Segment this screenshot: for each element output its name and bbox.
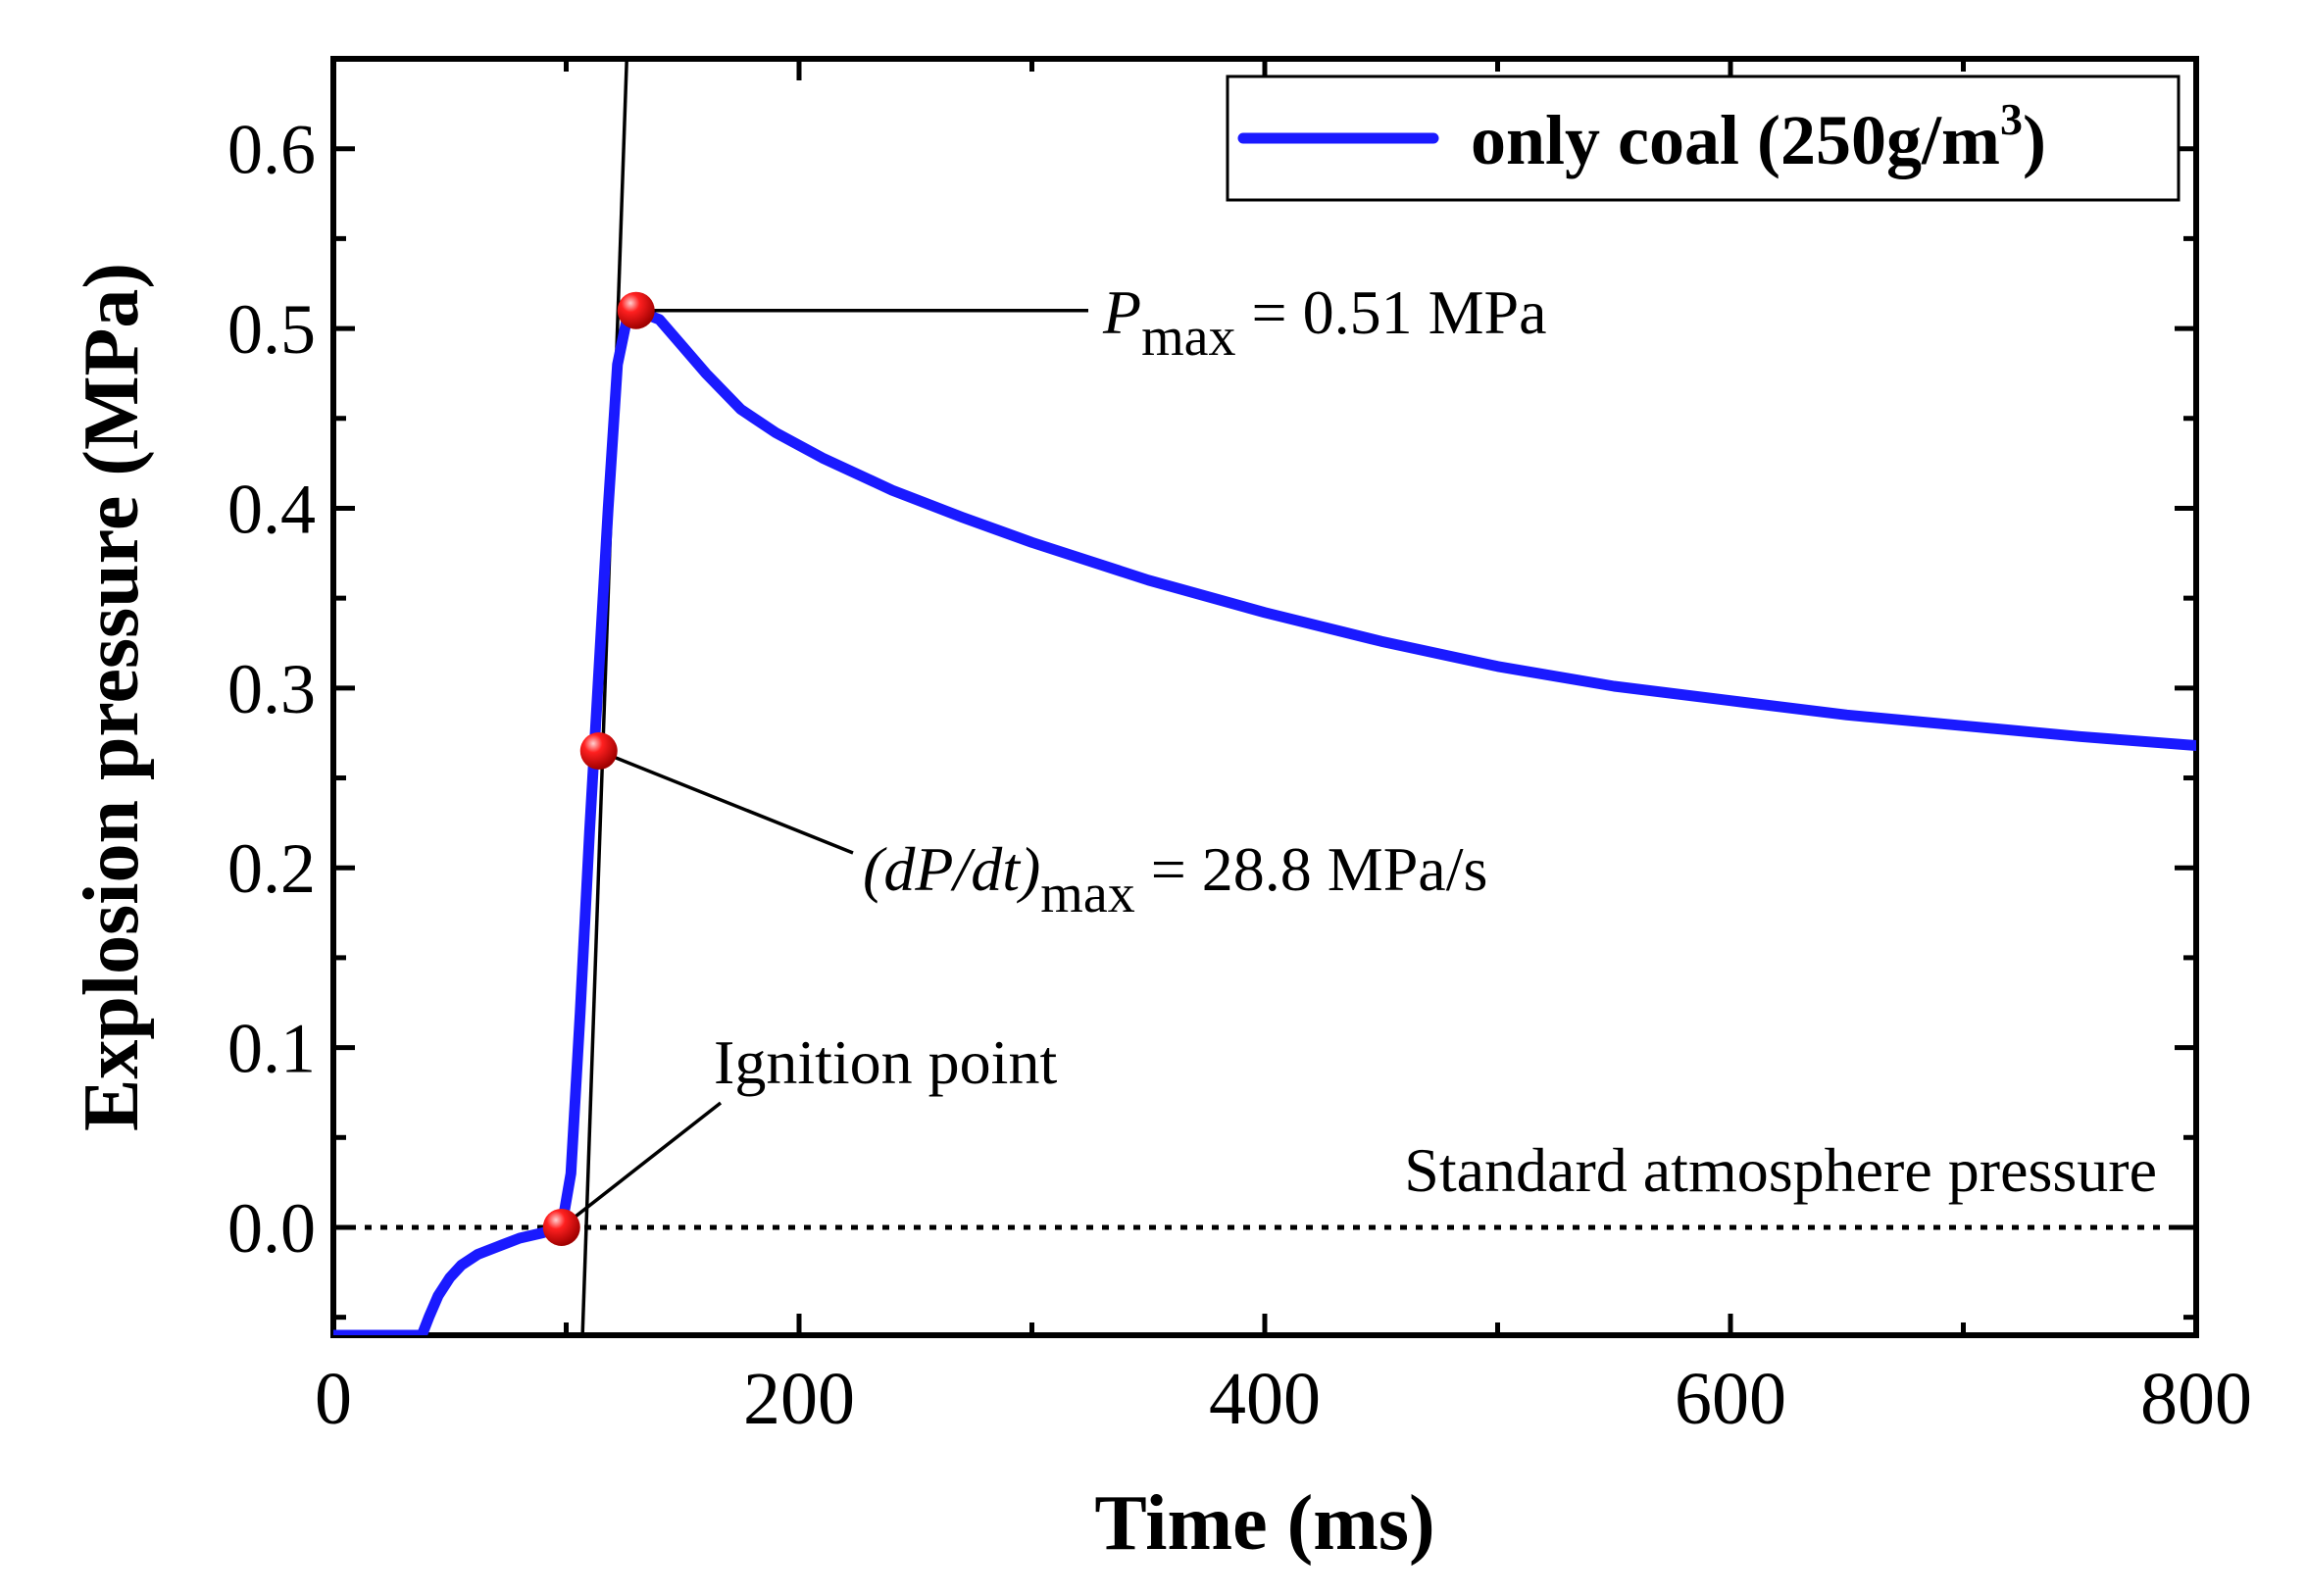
legend: only coal (250g/m3) xyxy=(1226,75,2181,202)
y-tick-label: 0.2 xyxy=(227,829,316,908)
y-tick-label: 0.3 xyxy=(227,650,316,728)
dpdt-max-marker xyxy=(579,732,618,771)
pmax-annotation: Pmax = 0.51 MPa xyxy=(1102,277,1547,368)
max-slope-tangent-line xyxy=(580,59,628,1335)
x-tick-label: 600 xyxy=(1675,1358,1786,1440)
pmax-sub: max xyxy=(1141,307,1235,368)
y-axis-ticks xyxy=(333,56,2196,1321)
x-tick-label: 200 xyxy=(743,1358,855,1440)
y-tick-label: 0.0 xyxy=(227,1189,316,1268)
pmax-symbol: P xyxy=(1102,277,1141,347)
atmosphere-annotation: Standard atmosphere pressure xyxy=(1404,1135,2157,1205)
ignition-leader-line xyxy=(560,1101,723,1229)
y-tick-labels: 0.0 0.1 0.2 0.3 0.4 0.5 0.6 xyxy=(227,111,316,1268)
dpdt-sub: max xyxy=(1040,864,1134,924)
pmax-marker xyxy=(617,291,655,329)
legend-label-sup: 3 xyxy=(2000,94,2023,144)
x-tick-label: 400 xyxy=(1209,1358,1321,1440)
dpdt-annotation: (dP/dt)max = 28.8 MPa/s xyxy=(863,834,1487,924)
y-tick-label: 0.6 xyxy=(227,111,316,189)
legend-label-end: ) xyxy=(2023,101,2046,179)
y-tick-label: 0.5 xyxy=(227,290,316,369)
x-tick-label: 800 xyxy=(2140,1358,2252,1440)
ignition-point-marker xyxy=(542,1208,580,1246)
dpdt-symbol: (dP/dt) xyxy=(863,834,1040,904)
y-tick-label: 0.1 xyxy=(227,1010,316,1088)
ignition-annotation: Ignition point xyxy=(714,1027,1057,1097)
x-tick-label: 0 xyxy=(315,1358,352,1440)
x-axis-title: Time (ms) xyxy=(1094,1480,1434,1567)
pmax-text: = 0.51 MPa xyxy=(1236,277,1547,347)
x-tick-labels: 0 200 400 600 800 xyxy=(315,1358,2252,1440)
dpdt-text: = 28.8 MPa/s xyxy=(1135,834,1488,904)
dpdt-leader-line xyxy=(598,749,854,855)
y-tick-label: 0.4 xyxy=(227,470,316,548)
y-axis-title: Explosion pressure (MPa) xyxy=(69,263,155,1131)
legend-label-main: only coal (250g/m xyxy=(1471,101,2000,179)
legend-label: only coal (250g/m3) xyxy=(1471,94,2046,179)
